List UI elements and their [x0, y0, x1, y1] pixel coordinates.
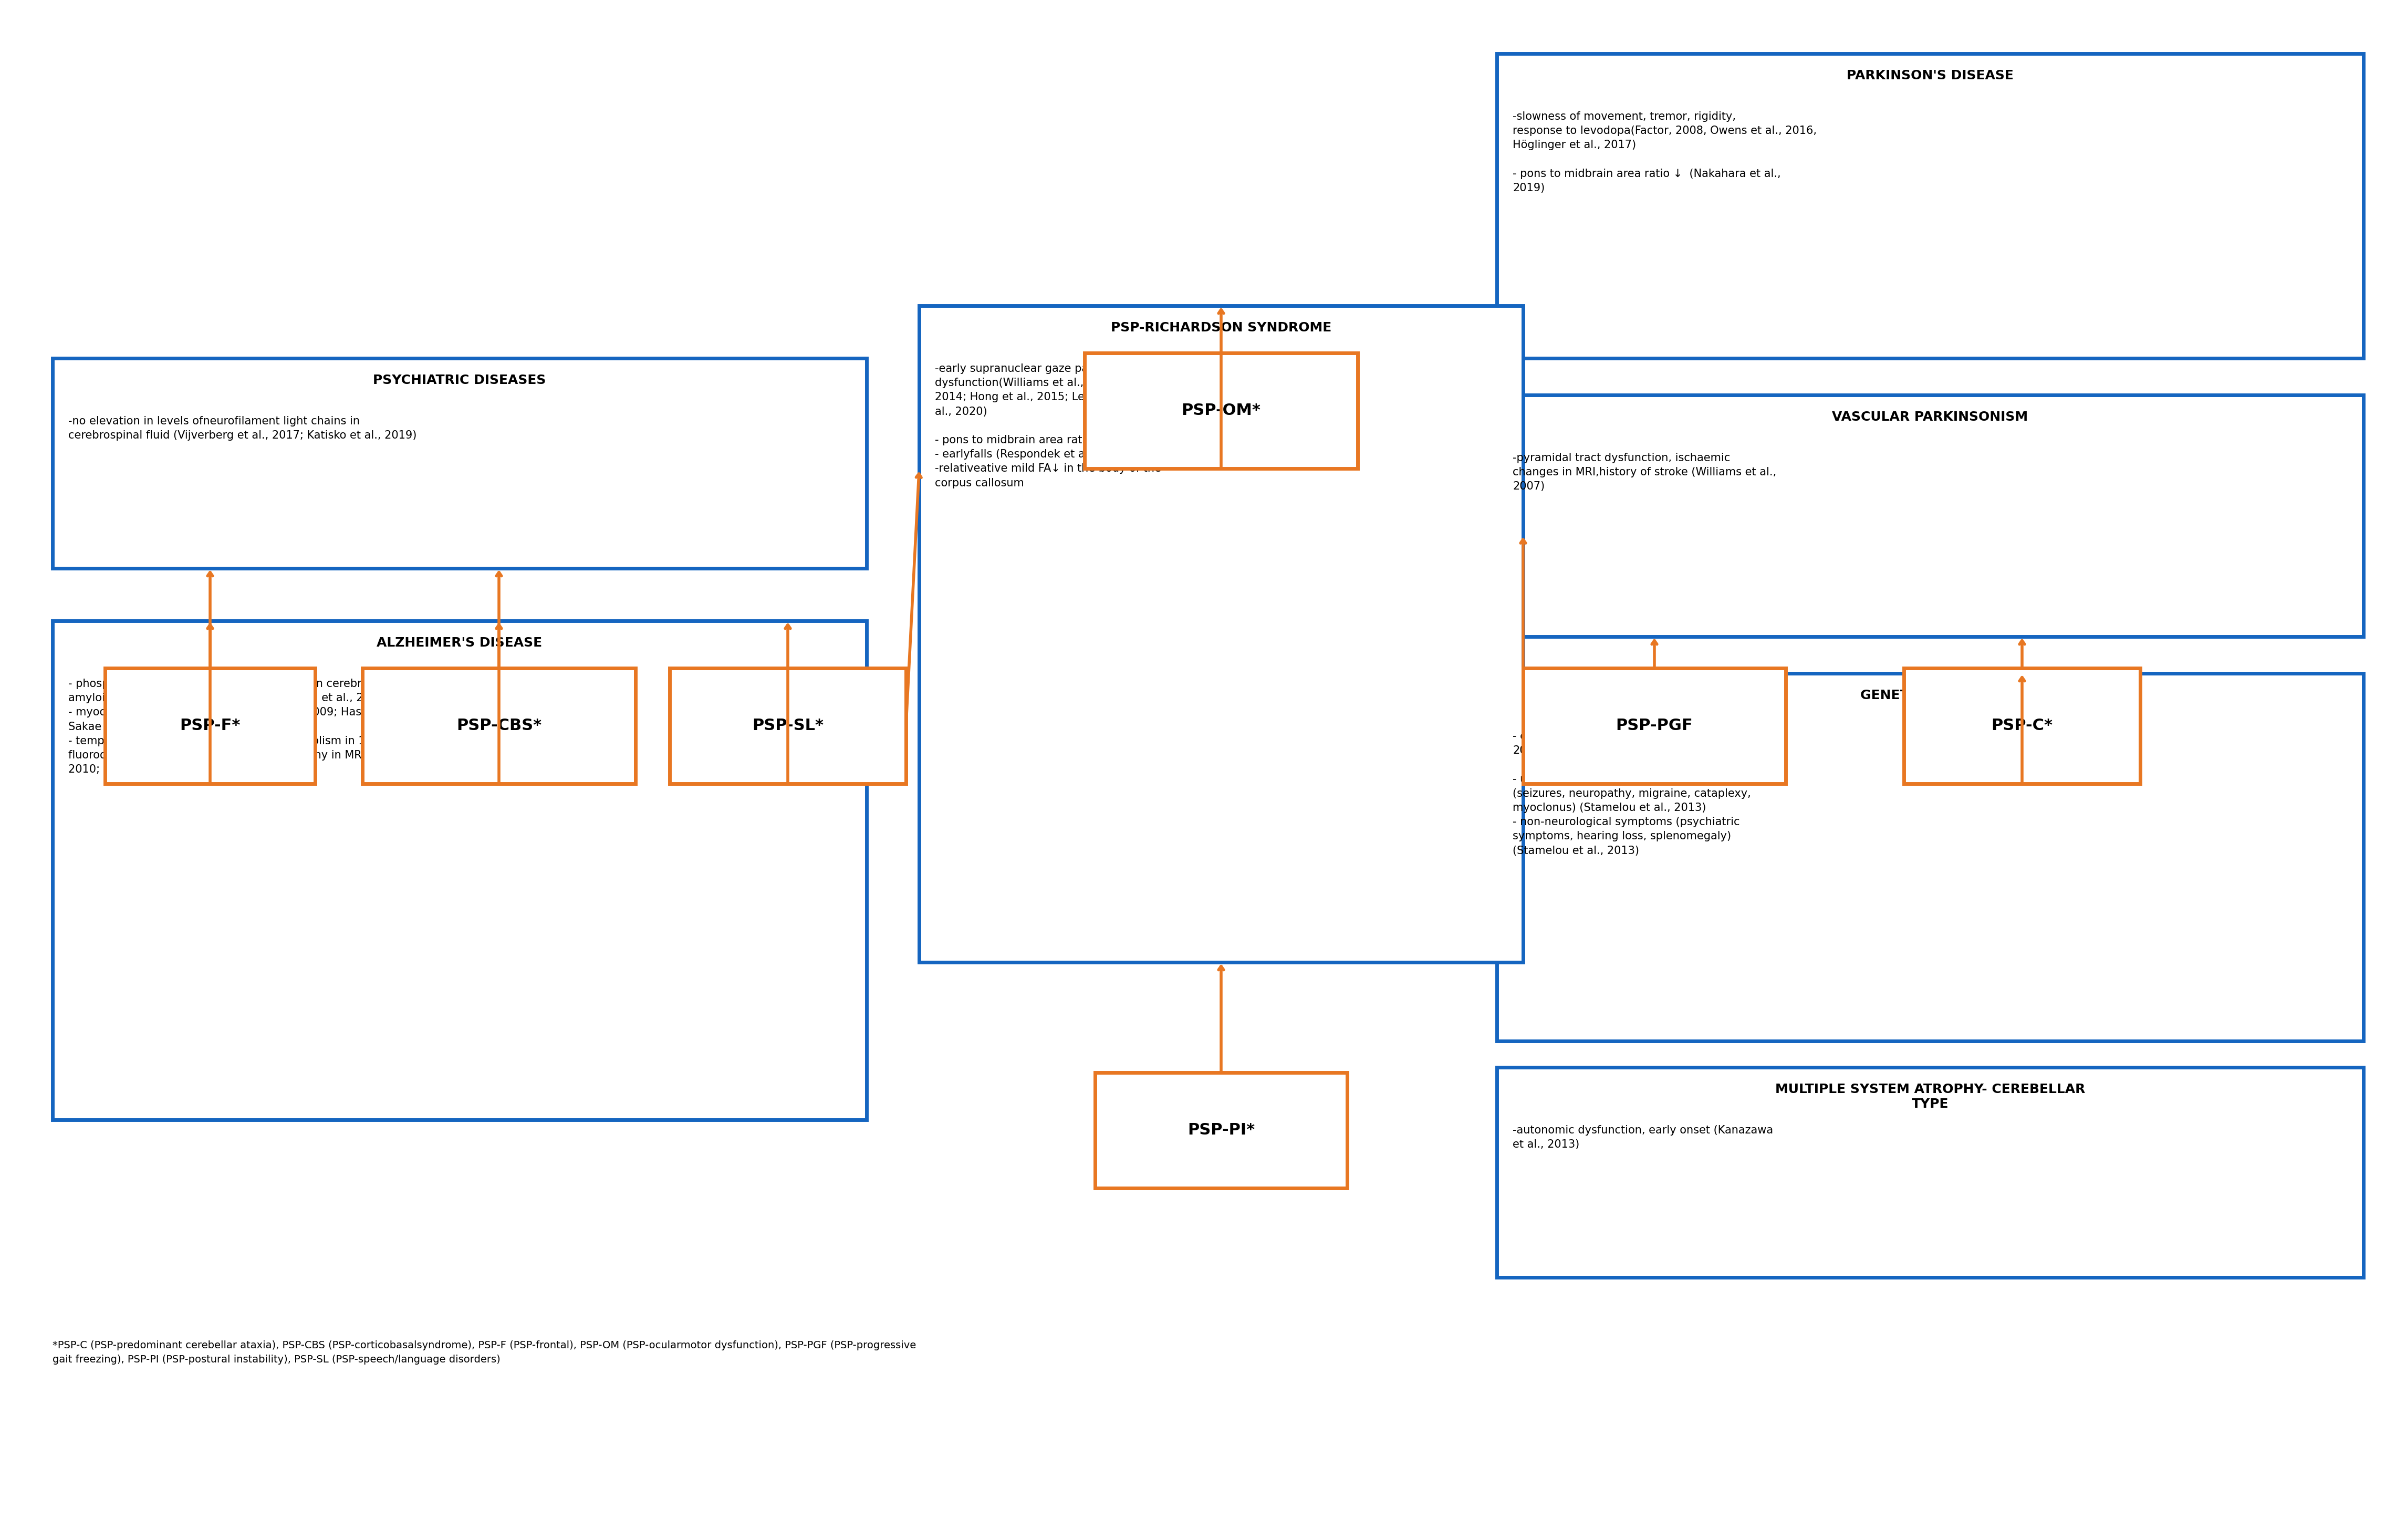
Bar — [105, 668, 316, 784]
Text: -no elevation in levels ofneurofilament light chains in
cerebrospinal fluid (Vij: -no elevation in levels ofneurofilament … — [67, 416, 417, 440]
Bar — [1498, 673, 2362, 1041]
Text: PSP-C*: PSP-C* — [1991, 718, 2053, 733]
Text: PARKINSON'S DISEASE: PARKINSON'S DISEASE — [1847, 69, 2013, 82]
Text: PSYCHIATRIC DISEASES: PSYCHIATRIC DISEASES — [374, 374, 546, 387]
Text: PSP-CBS*: PSP-CBS* — [455, 718, 541, 733]
Text: PSP-PGF: PSP-PGF — [1615, 718, 1694, 733]
Text: -autonomic dysfunction, early onset (Kanazawa
et al., 2013): -autonomic dysfunction, early onset (Kan… — [1512, 1126, 1773, 1150]
Bar — [53, 359, 867, 568]
Text: PSP-OM*: PSP-OM* — [1181, 403, 1260, 419]
Bar — [668, 668, 906, 784]
Text: *PSP-C (PSP-predominant cerebellar ataxia), PSP-CBS (PSP-corticobasalsyndrome), : *PSP-C (PSP-predominant cerebellar ataxi… — [53, 1340, 915, 1364]
Text: MULTIPLE SYSTEM ATROPHY- CEREBELLAR
TYPE: MULTIPLE SYSTEM ATROPHY- CEREBELLAR TYPE — [1775, 1083, 2085, 1110]
Text: -pyramidal tract dysfunction, ischaemic
changes in MRI,history of stroke (Willia: -pyramidal tract dysfunction, ischaemic … — [1512, 453, 1775, 491]
Text: GENETIC DISEASES: GENETIC DISEASES — [1859, 688, 2001, 702]
Bar — [1498, 394, 2362, 636]
Bar — [1085, 353, 1359, 468]
Text: ALZHEIMER'S DISEASE: ALZHEIMER'S DISEASE — [376, 636, 541, 650]
Bar — [920, 305, 1524, 962]
Bar — [1524, 668, 1785, 784]
Bar — [1905, 668, 2140, 784]
Bar — [1498, 1067, 2362, 1277]
Text: VASCULAR PARKINSONISM: VASCULAR PARKINSONISM — [1833, 411, 2027, 424]
Bar — [1095, 1072, 1347, 1187]
Text: -slowness of movement, tremor, rigidity,
response to levodopa(Factor, 2008, Owen: -slowness of movement, tremor, rigidity,… — [1512, 111, 1816, 194]
Bar — [1498, 54, 2362, 359]
Text: PSP-SL*: PSP-SL* — [752, 718, 824, 733]
Text: - phosphorylated tau↑ and amyloid-β1–42↓ in cerebrospinal fluid,
amyloid PET (+): - phosphorylated tau↑ and amyloid-β1–42↓… — [67, 679, 467, 775]
Text: PSP-RICHARDSON SYNDROME: PSP-RICHARDSON SYNDROME — [1112, 322, 1332, 334]
Text: - early onset, rapid progression(Stamelou et al.,
2013)

- uncharacteristic neur: - early onset, rapid progression(Stamelo… — [1512, 732, 1775, 856]
Text: PSP-PI*: PSP-PI* — [1188, 1123, 1256, 1138]
Bar — [53, 621, 867, 1120]
Text: -early supranuclear gaze palsy, executive
dysfunction(Williams et al., 2007; Res: -early supranuclear gaze palsy, executiv… — [934, 363, 1232, 488]
Bar — [362, 668, 635, 784]
Text: PSP-F*: PSP-F* — [180, 718, 240, 733]
